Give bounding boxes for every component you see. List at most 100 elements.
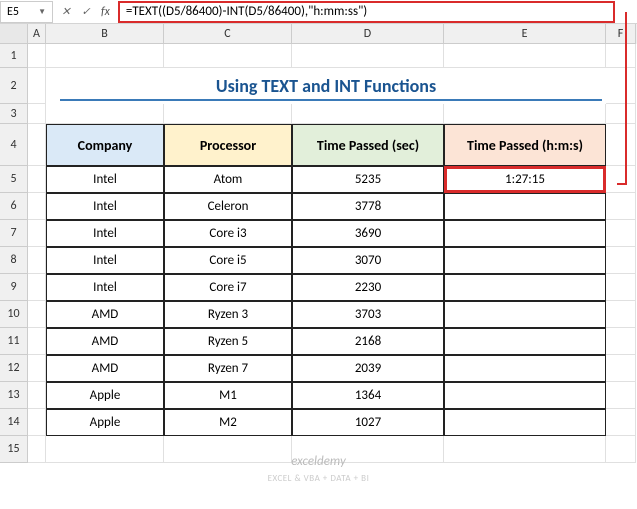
cell[interactable]: [606, 274, 636, 301]
cell-processor[interactable]: Core i3: [164, 220, 292, 247]
cell-processor[interactable]: Atom: [164, 166, 292, 193]
cell-company[interactable]: AMD: [46, 355, 164, 382]
cell-time-hms[interactable]: [444, 220, 606, 247]
cell-time-sec[interactable]: 1027: [292, 409, 444, 436]
row-header-8[interactable]: 8: [0, 247, 28, 274]
cell[interactable]: [444, 44, 606, 68]
row-header-6[interactable]: 6: [0, 193, 28, 220]
cell[interactable]: [28, 124, 46, 166]
header-processor[interactable]: Processor: [164, 124, 292, 166]
formula-input[interactable]: =TEXT((D5/86400)-INT(D5/86400),"h:mm:ss"…: [118, 1, 615, 23]
cell-processor[interactable]: Ryzen 5: [164, 328, 292, 355]
cell[interactable]: [606, 104, 636, 124]
cell-time-hms[interactable]: [444, 382, 606, 409]
cell[interactable]: [28, 247, 46, 274]
row-header-11[interactable]: 11: [0, 328, 28, 355]
cell[interactable]: [28, 104, 46, 124]
cell-time-hms[interactable]: 1:27:15: [444, 166, 606, 193]
cell[interactable]: [28, 220, 46, 247]
cell[interactable]: [292, 44, 444, 68]
cell-time-hms[interactable]: [444, 328, 606, 355]
cell-time-sec[interactable]: 2039: [292, 355, 444, 382]
cell[interactable]: [28, 382, 46, 409]
cell-processor[interactable]: Celeron: [164, 193, 292, 220]
cell-time-hms[interactable]: [444, 247, 606, 274]
cell[interactable]: [28, 44, 46, 68]
cell[interactable]: [28, 68, 46, 104]
cell[interactable]: [164, 104, 292, 124]
cell[interactable]: [606, 247, 636, 274]
cell-company[interactable]: Intel: [46, 274, 164, 301]
row-header-10[interactable]: 10: [0, 301, 28, 328]
cell[interactable]: [606, 68, 636, 104]
confirm-icon[interactable]: ✓: [77, 3, 95, 21]
cell[interactable]: [28, 301, 46, 328]
cell[interactable]: [164, 436, 292, 463]
cell-company[interactable]: AMD: [46, 328, 164, 355]
cell[interactable]: [444, 436, 606, 463]
row-header-3[interactable]: 3: [0, 104, 28, 124]
cell-time-hms[interactable]: [444, 301, 606, 328]
cell[interactable]: [606, 301, 636, 328]
cell-time-sec[interactable]: 2168: [292, 328, 444, 355]
cell-time-sec[interactable]: 3703: [292, 301, 444, 328]
col-header-A[interactable]: A: [28, 24, 46, 44]
cell-processor[interactable]: M2: [164, 409, 292, 436]
cell-company[interactable]: AMD: [46, 301, 164, 328]
cell[interactable]: [28, 274, 46, 301]
cell-processor[interactable]: Core i7: [164, 274, 292, 301]
cell-time-hms[interactable]: [444, 355, 606, 382]
cell[interactable]: [444, 104, 606, 124]
cell-company[interactable]: Intel: [46, 247, 164, 274]
cell[interactable]: [606, 355, 636, 382]
cell[interactable]: [46, 104, 164, 124]
row-header-2[interactable]: 2: [0, 68, 28, 104]
cell[interactable]: [606, 193, 636, 220]
cell-processor[interactable]: Ryzen 7: [164, 355, 292, 382]
row-header-1[interactable]: 1: [0, 44, 28, 68]
cell[interactable]: [606, 220, 636, 247]
cell[interactable]: [28, 328, 46, 355]
cell-processor[interactable]: Ryzen 3: [164, 301, 292, 328]
col-header-D[interactable]: D: [292, 24, 444, 44]
cancel-icon[interactable]: ✕: [57, 3, 75, 21]
cell[interactable]: [606, 382, 636, 409]
cell[interactable]: [46, 44, 164, 68]
row-header-12[interactable]: 12: [0, 355, 28, 382]
header-time-sec[interactable]: Time Passed (sec): [292, 124, 444, 166]
cell[interactable]: [606, 124, 636, 166]
cell-company[interactable]: Intel: [46, 166, 164, 193]
cell-time-sec[interactable]: 5235: [292, 166, 444, 193]
cell-processor[interactable]: M1: [164, 382, 292, 409]
cell-processor[interactable]: Core i5: [164, 247, 292, 274]
dropdown-icon[interactable]: ▼: [38, 7, 46, 17]
cell[interactable]: [606, 328, 636, 355]
col-header-F[interactable]: F: [606, 24, 636, 44]
row-header-9[interactable]: 9: [0, 274, 28, 301]
row-header-14[interactable]: 14: [0, 409, 28, 436]
cell-time-hms[interactable]: [444, 409, 606, 436]
col-header-E[interactable]: E: [444, 24, 606, 44]
cell[interactable]: [28, 409, 46, 436]
header-time-hms[interactable]: Time Passed (h:m:s): [444, 124, 606, 166]
row-header-15[interactable]: 15: [0, 436, 28, 463]
cell-time-hms[interactable]: [444, 193, 606, 220]
cell[interactable]: [28, 166, 46, 193]
col-header-C[interactable]: C: [164, 24, 292, 44]
cell-company[interactable]: Intel: [46, 193, 164, 220]
col-header-B[interactable]: B: [46, 24, 164, 44]
row-header-5[interactable]: 5: [0, 166, 28, 193]
header-company[interactable]: Company: [46, 124, 164, 166]
name-box[interactable]: E5 ▼: [0, 1, 53, 23]
cell[interactable]: [292, 104, 444, 124]
cell[interactable]: [46, 436, 164, 463]
cell[interactable]: [28, 355, 46, 382]
cell[interactable]: [606, 436, 636, 463]
fx-icon[interactable]: fx: [97, 5, 114, 19]
cell-time-sec[interactable]: 2230: [292, 274, 444, 301]
cell-time-sec[interactable]: 1364: [292, 382, 444, 409]
row-header-4[interactable]: 4: [0, 124, 28, 166]
cell-time-hms[interactable]: [444, 274, 606, 301]
cell-time-sec[interactable]: 3070: [292, 247, 444, 274]
select-all-corner[interactable]: [0, 24, 28, 44]
